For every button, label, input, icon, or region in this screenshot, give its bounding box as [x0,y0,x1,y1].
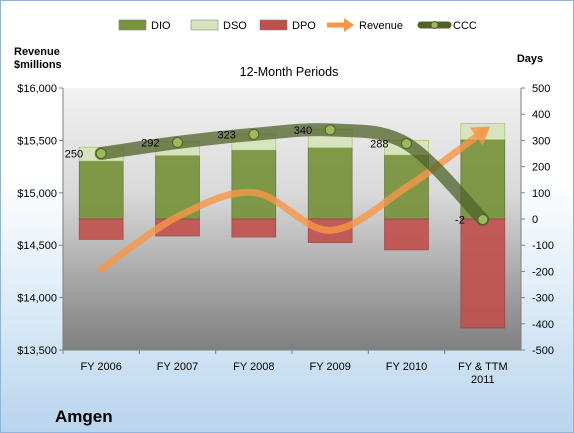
dpo-bar [460,218,506,329]
left-axis-tick-label: $15,000 [17,188,57,200]
legend-label-dso: DSO [223,20,247,32]
right-axis-tick-label: -100 [532,240,554,252]
left-axis-tick-label: $16,000 [17,83,57,95]
dio-bar [307,147,353,220]
x-axis-tick-label: FY & TTM [458,361,508,373]
legend-label-ccc: CCC [453,20,477,32]
right-axis-tick-label: -300 [532,293,554,305]
left-axis-tick-label: $14,000 [17,293,57,305]
left-axis-tick-label: $14,500 [17,240,57,252]
x-axis-tick-label: FY 2010 [386,361,427,373]
x-axis-tick-label: FY 2008 [233,361,274,373]
right-axis-tick-label: 100 [532,188,550,200]
legend-swatch-ccc-marker [430,21,439,29]
legend-label-dpo: DPO [292,20,316,32]
ccc-data-label: -2 [455,215,465,227]
ccc-data-label: 250 [65,149,83,161]
right-axis-tick-label: 500 [532,83,550,95]
legend-label-dio: DIO [151,20,171,32]
right-axis-tick-label: 0 [532,214,538,226]
bar-group [78,123,506,329]
ccc-data-label: 340 [294,125,312,137]
axes: $13,500 $14,000 $14,500 $15,000 $15,500 $16,0… [17,83,554,386]
legend-swatch-dso [190,19,219,31]
revenue-line [97,128,487,274]
legend: DIO DSO DPO Revenue CCC [118,18,477,32]
x-axis-tick-label: 2011 [471,374,495,386]
right-axis-tick-label: 400 [532,109,550,121]
x-axis-tick-label: FY 2009 [309,361,350,373]
legend-label-revenue: Revenue [359,20,403,32]
legend-swatch-dio [118,19,147,31]
dio-bar [78,160,124,220]
right-axis-tick-label: -200 [532,266,554,278]
ccc-point [248,128,260,140]
dpo-bar [231,218,277,238]
ccc-point [477,214,489,226]
line-group: 250 292 323 340 288 -2 [65,123,491,274]
chart-title: 12-Month Periods [240,65,339,79]
right-axis-tick-label: -500 [532,345,554,357]
right-axis-tick-label: 200 [532,162,550,174]
left-axis-label-line1: Revenue [14,46,60,58]
ccc-point [172,136,183,148]
right-axis-tick-label: 300 [532,135,550,147]
dpo-bar [384,218,429,251]
legend-swatch-revenue-arrow [344,18,354,32]
dio-bar [231,149,277,220]
ccc-data-label: 323 [217,129,235,141]
right-axis-label: Days [517,53,543,65]
x-axis-tick-label: FY 2007 [157,361,198,373]
ccc-point [401,138,412,150]
left-axis-tick-label: $15,500 [17,135,57,147]
ccc-data-label: 292 [141,137,159,149]
left-axis-label-line2: $millions [14,59,62,71]
right-axis-tick-label: -400 [532,319,554,331]
revenue-arrowhead [469,126,491,146]
x-axis-tick-label: FY 2006 [80,361,121,373]
legend-swatch-dpo [259,19,288,31]
ccc-point [95,148,107,159]
dpo-bar [78,218,124,240]
ccc-point [324,124,336,136]
ccc-data-label: 288 [370,139,388,151]
company-name: Amgen [55,407,113,426]
left-axis-tick-label: $13,500 [17,345,57,357]
